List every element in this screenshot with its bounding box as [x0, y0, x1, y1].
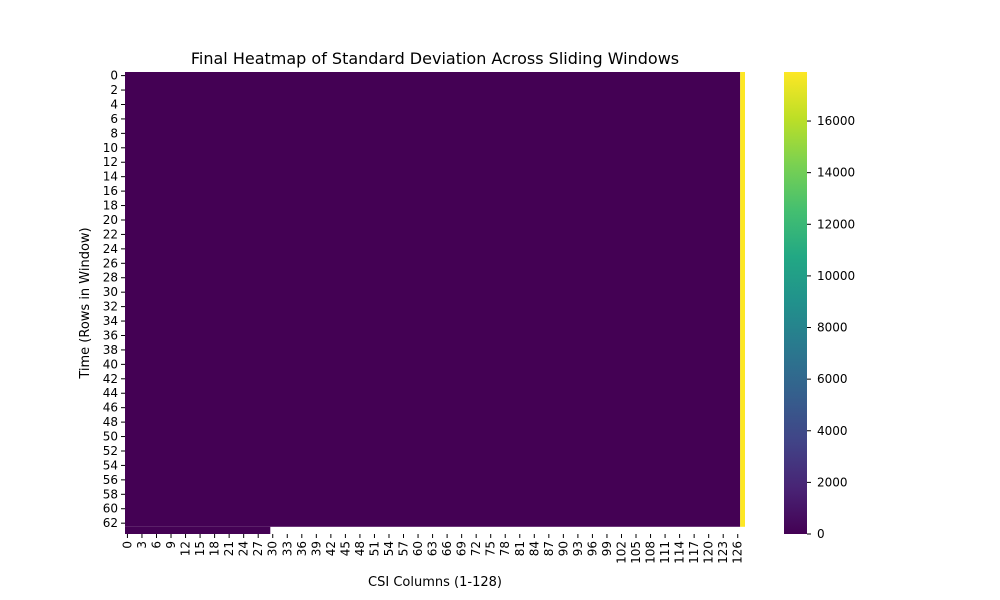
heatmap-column-high: [740, 72, 745, 527]
x-tick-label: 24: [237, 541, 251, 556]
colorbar-tick-label: 12000: [817, 217, 855, 231]
y-tick-label: 54: [103, 458, 118, 472]
x-tick-label: 108: [644, 541, 658, 564]
y-tick-label: 36: [103, 328, 118, 342]
y-tick-label: 40: [103, 357, 118, 371]
colorbar-tick-label: 6000: [817, 372, 848, 386]
x-tick-label: 75: [484, 541, 498, 556]
x-tick-label: 117: [687, 541, 701, 564]
x-tick-label: 12: [179, 541, 193, 556]
y-tick-label: 10: [103, 141, 118, 155]
x-tick-label: 21: [222, 541, 236, 556]
y-tick-label: 58: [103, 487, 118, 501]
y-tick-label: 8: [110, 126, 118, 140]
x-tick-label: 87: [542, 541, 556, 556]
x-tick-label: 33: [280, 541, 294, 556]
y-tick-label: 60: [103, 502, 118, 516]
x-tick-label: 39: [309, 541, 323, 556]
y-axis-label: Time (Rows in Window): [78, 227, 93, 379]
x-tick-label: 3: [135, 541, 149, 549]
x-tick-label: 105: [629, 541, 643, 564]
y-tick-label: 12: [103, 155, 118, 169]
colorbar-tick-label: 14000: [817, 166, 855, 180]
x-tick-label: 96: [585, 541, 599, 556]
x-tick-label: 60: [411, 541, 425, 556]
x-axis-label: CSI Columns (1-128): [368, 575, 502, 590]
y-tick-label: 6: [110, 112, 118, 126]
x-tick-label: 93: [571, 541, 585, 556]
y-tick-label: 22: [103, 227, 118, 241]
x-tick-label: 51: [367, 541, 381, 556]
y-tick-label: 20: [103, 213, 118, 227]
y-axis-ticks: 0246810121416182022242628303234363840424…: [103, 69, 125, 530]
x-tick-label: 57: [397, 541, 411, 556]
x-tick-label: 102: [614, 541, 628, 564]
y-tick-label: 44: [103, 386, 118, 400]
x-tick-label: 18: [208, 541, 222, 556]
y-tick-label: 24: [103, 242, 118, 256]
x-tick-label: 15: [193, 541, 207, 556]
y-tick-label: 34: [103, 314, 118, 328]
x-tick-label: 84: [527, 541, 541, 556]
heatmap-cells: [125, 72, 745, 534]
x-tick-label: 81: [513, 541, 527, 556]
y-tick-label: 26: [103, 256, 118, 270]
x-tick-label: 42: [324, 541, 338, 556]
y-tick-label: 32: [103, 300, 118, 314]
x-tick-label: 126: [731, 541, 745, 564]
y-tick-label: 18: [103, 199, 118, 213]
heatmap-block-low: [125, 72, 741, 527]
x-tick-label: 30: [266, 541, 280, 556]
colorbar-tick-label: 4000: [817, 424, 848, 438]
x-tick-label: 114: [673, 541, 687, 564]
y-tick-label: 0: [110, 69, 118, 83]
y-tick-label: 46: [103, 401, 118, 415]
y-tick-label: 2: [110, 83, 118, 97]
x-tick-label: 45: [338, 541, 352, 556]
x-tick-label: 120: [702, 541, 716, 564]
y-tick-label: 16: [103, 184, 118, 198]
x-tick-label: 90: [556, 541, 570, 556]
x-tick-label: 0: [120, 541, 134, 549]
x-tick-label: 27: [251, 541, 265, 556]
x-tick-label: 54: [382, 541, 396, 556]
y-tick-label: 28: [103, 271, 118, 285]
x-axis-ticks: 0 3 6 9 12 15 18 21 24 27 30 33 36 39 42 45 48 51 54 57 60 63…: [120, 534, 745, 564]
y-tick-label: 4: [110, 97, 118, 111]
colorbar: [784, 72, 807, 534]
colorbar-tick-label: 2000: [817, 475, 848, 489]
x-tick-label: 36: [295, 541, 309, 556]
y-tick-label: 50: [103, 430, 118, 444]
colorbar-tick-label: 0: [817, 527, 825, 541]
y-tick-label: 38: [103, 343, 118, 357]
x-tick-label: 123: [716, 541, 730, 564]
heatmap-last-row: [125, 526, 271, 534]
y-tick-label: 42: [103, 372, 118, 386]
x-tick-label: 78: [498, 541, 512, 556]
colorbar-tick-label: 8000: [817, 321, 848, 335]
chart-title: Final Heatmap of Standard Deviation Acro…: [191, 49, 679, 68]
y-tick-label: 14: [103, 170, 118, 184]
y-tick-label: 30: [103, 285, 118, 299]
x-tick-label: 63: [426, 541, 440, 556]
y-tick-label: 56: [103, 473, 118, 487]
y-tick-label: 62: [103, 516, 118, 530]
y-tick-label: 48: [103, 415, 118, 429]
colorbar-tick-label: 10000: [817, 269, 855, 283]
x-tick-label: 111: [658, 541, 672, 564]
x-tick-label: 99: [600, 541, 614, 556]
x-tick-label: 69: [455, 541, 469, 556]
x-tick-label: 6: [149, 541, 163, 549]
y-tick-label: 52: [103, 444, 118, 458]
x-tick-label: 72: [469, 541, 483, 556]
x-tick-label: 66: [440, 541, 454, 556]
x-tick-label: 48: [353, 541, 367, 556]
colorbar-tick-label: 16000: [817, 114, 855, 128]
colorbar-ticks: 0 2000 4000 6000 8000 10000 12000 14000 16000: [807, 114, 855, 541]
x-tick-label: 9: [164, 541, 178, 549]
